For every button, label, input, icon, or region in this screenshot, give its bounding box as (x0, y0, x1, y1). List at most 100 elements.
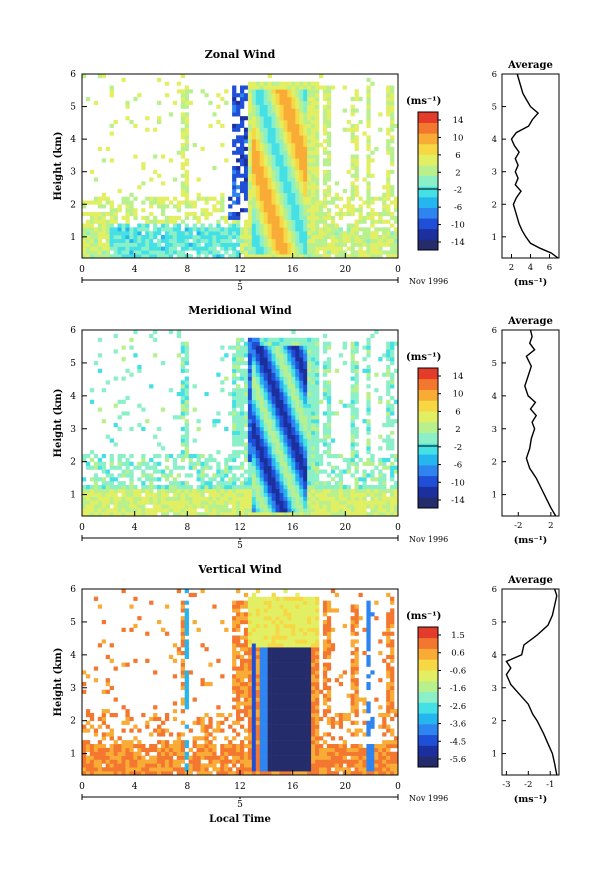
heatmap-cell (311, 364, 316, 370)
heatmap-cell (180, 512, 185, 517)
heatmap-cell (243, 697, 249, 702)
heatmap-cell (97, 235, 103, 240)
heatmap-cell (295, 200, 300, 205)
heatmap-cell (109, 219, 114, 224)
heatmap-cell (180, 345, 185, 350)
heatmap-cell (330, 508, 336, 513)
heatmap-cell (267, 337, 272, 342)
heatmap-cell (267, 477, 272, 482)
heatmap-cell (275, 108, 280, 113)
heatmap-cell (342, 235, 347, 240)
heatmap-cell (200, 682, 205, 687)
heatmap-cell (382, 461, 387, 466)
heatmap-cell (307, 345, 312, 350)
heatmap-cell (109, 488, 114, 494)
y-tick-label: 3 (70, 425, 76, 435)
heatmap-cell (243, 446, 249, 451)
heatmap-cell (232, 254, 237, 259)
heatmap-cell (255, 139, 261, 144)
heatmap-cell (224, 461, 229, 466)
heatmap-cell (200, 720, 205, 725)
heatmap-cell (283, 434, 288, 439)
heatmap-cell (251, 89, 257, 94)
heatmap-cell (164, 238, 170, 243)
heatmap-cell (216, 372, 221, 377)
heatmap-cell (275, 146, 280, 151)
heatmap-cell (255, 635, 261, 640)
heatmap-cell (161, 208, 166, 213)
heatmap-cell (362, 461, 367, 466)
heatmap-cell (196, 242, 201, 247)
heatmap-cell (82, 755, 87, 760)
heatmap-cell (153, 254, 158, 259)
heatmap-cell (263, 357, 268, 362)
heatmap-cell (322, 361, 328, 366)
heatmap-cell (330, 492, 336, 497)
heatmap-cell (275, 120, 280, 125)
heatmap-cell (125, 763, 130, 768)
colorbar-tick-label: 2 (455, 425, 460, 435)
heatmap-cell (390, 127, 395, 132)
heatmap-cell (394, 254, 399, 259)
heatmap-cell (255, 154, 261, 159)
heatmap-cell (259, 120, 264, 125)
heatmap-cell (334, 465, 340, 470)
heatmap-cell (251, 235, 257, 240)
heatmap-cell (279, 154, 284, 159)
heatmap-cell (291, 219, 296, 224)
heatmap-cell (133, 196, 138, 201)
heatmap-cell (232, 763, 237, 768)
heatmap-cell (247, 143, 253, 148)
heatmap-cell (275, 442, 280, 447)
heatmap-cell (243, 600, 249, 605)
heatmap-cell (354, 372, 359, 377)
heatmap-cell (192, 744, 197, 749)
heatmap-cell (315, 353, 320, 358)
heatmap-cell (291, 200, 296, 205)
heatmap-cell (322, 238, 328, 243)
heatmap-cell (184, 643, 189, 648)
y-tick-label: 6 (70, 326, 76, 336)
heatmap-cell (255, 131, 261, 136)
heatmap-cell (251, 353, 257, 358)
heatmap-cell (141, 469, 146, 474)
heatmap-cell (232, 200, 237, 205)
heatmap-cell (196, 751, 201, 756)
heatmap-cell (307, 376, 312, 381)
heatmap-cell (295, 461, 300, 466)
heatmap-cell (216, 488, 221, 494)
heatmap-cell (279, 473, 284, 478)
heatmap-cell (243, 674, 249, 679)
heatmap-cell (303, 169, 308, 174)
heatmap-cell (275, 250, 280, 255)
heatmap-cell (216, 461, 221, 466)
heatmap-cell (283, 223, 288, 228)
heatmap-cell (180, 392, 185, 397)
heatmap-cell (362, 500, 367, 505)
heatmap-cell (326, 454, 332, 459)
heatmap-cell (243, 345, 249, 350)
heatmap-cell (394, 231, 399, 236)
heatmap-cell (184, 212, 189, 217)
heatmap-cell (184, 246, 189, 251)
heatmap-cell (390, 135, 395, 140)
heatmap-cell (188, 592, 193, 598)
heatmap-cell (236, 485, 241, 490)
heatmap-cell (374, 227, 379, 232)
heatmap-cell (263, 192, 268, 197)
heatmap-cell (236, 705, 241, 710)
heatmap-cell (236, 423, 241, 428)
heatmap-cell (200, 231, 205, 236)
heatmap-cell (279, 143, 284, 148)
heatmap-cell (319, 215, 324, 220)
heatmap-cell (275, 438, 280, 443)
heatmap-cell (279, 485, 284, 490)
heatmap-cell (208, 763, 213, 768)
heatmap-cell (204, 488, 209, 494)
heatmap-cell (157, 759, 162, 764)
heatmap-cell (232, 705, 237, 710)
heatmap-cell (350, 473, 355, 478)
heatmap-cell (133, 724, 138, 729)
heatmap-cell (354, 250, 359, 255)
